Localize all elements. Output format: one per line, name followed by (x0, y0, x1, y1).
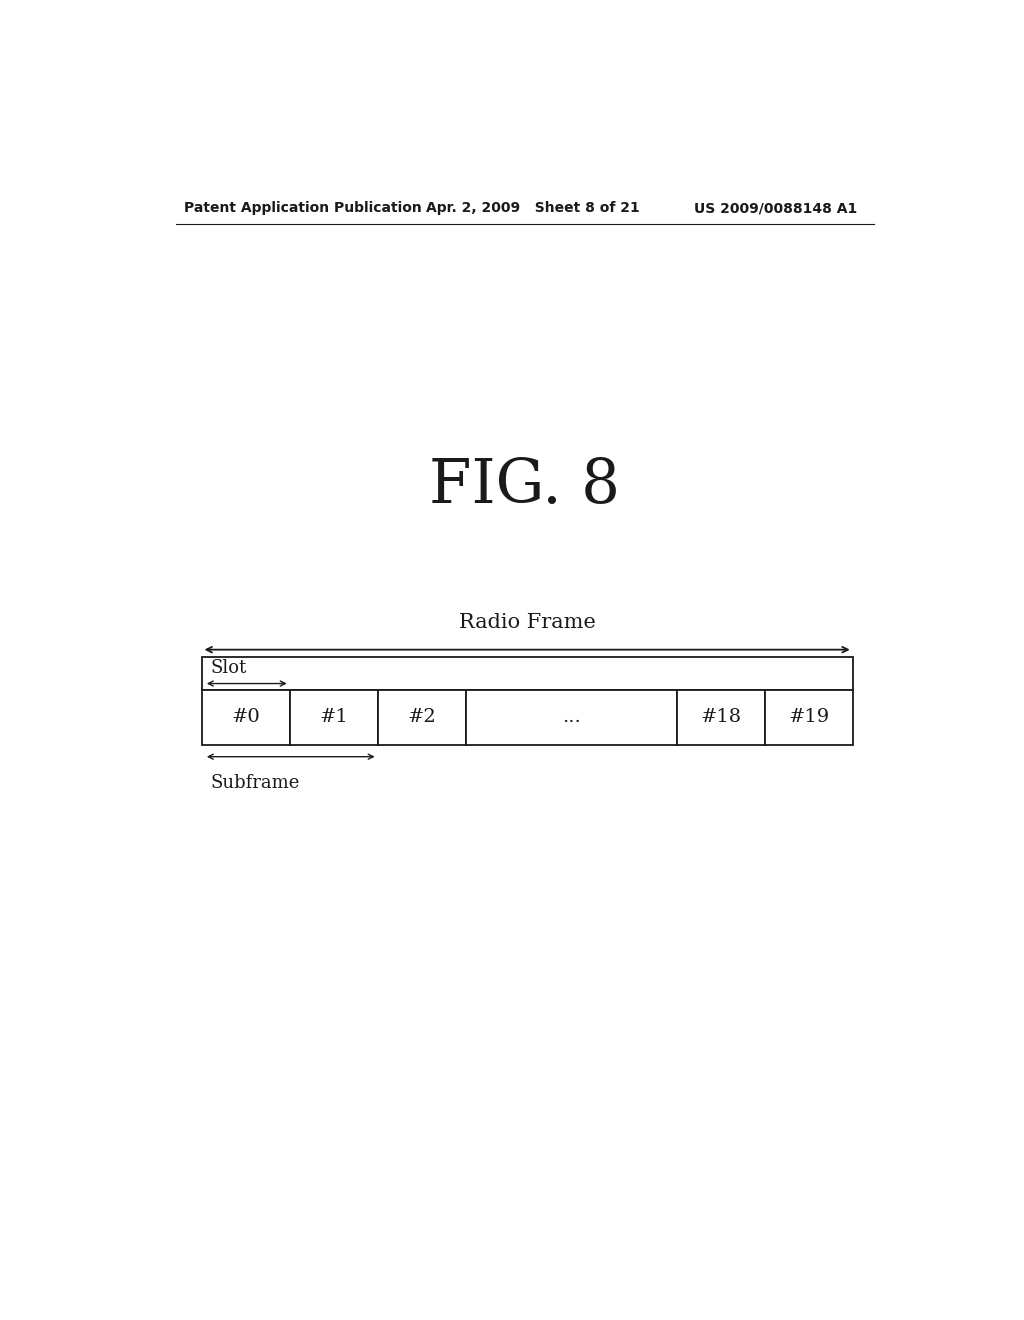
Text: ...: ... (562, 709, 581, 726)
Bar (765, 690, 853, 744)
Text: #18: #18 (700, 709, 741, 726)
Text: FIG. 8: FIG. 8 (429, 455, 621, 516)
Bar (290, 690, 378, 744)
Bar (466, 690, 677, 744)
Bar (202, 657, 853, 689)
Text: Subframe: Subframe (211, 775, 300, 792)
Text: #0: #0 (231, 709, 260, 726)
Text: Patent Application Publication: Patent Application Publication (183, 202, 422, 215)
Bar (677, 690, 765, 744)
Text: Slot: Slot (211, 659, 247, 677)
Bar (202, 690, 290, 744)
Text: #1: #1 (319, 709, 348, 726)
Text: Apr. 2, 2009   Sheet 8 of 21: Apr. 2, 2009 Sheet 8 of 21 (426, 202, 640, 215)
Text: Radio Frame: Radio Frame (459, 612, 596, 632)
Bar (378, 690, 466, 744)
Text: #2: #2 (408, 709, 436, 726)
Text: US 2009/0088148 A1: US 2009/0088148 A1 (693, 202, 857, 215)
Text: #19: #19 (788, 709, 829, 726)
